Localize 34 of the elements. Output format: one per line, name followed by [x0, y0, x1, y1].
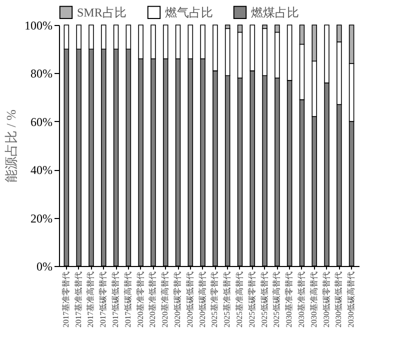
y-tick-label: 100% — [24, 18, 52, 32]
x-tick-label: 2020基准零替代 — [136, 272, 145, 328]
x-tick-label: 2025基准低替代 — [222, 272, 232, 328]
y-tick-label: 20% — [30, 211, 52, 226]
x-tick-label: 2025低碳低替代 — [260, 272, 269, 328]
x-tick-label: 2030基准高替代 — [309, 272, 318, 328]
x-tick-label: 2017低碳高替代 — [123, 272, 132, 328]
x-tick-label: 2020低碳低替代 — [185, 272, 194, 328]
y-tick-label: 40% — [30, 163, 52, 178]
x-tick-label: 2025基准高替代 — [234, 272, 244, 328]
legend-label: 燃煤占比 — [251, 5, 299, 20]
x-tick-label: 2017基准低替代 — [74, 272, 83, 328]
y-tick-label: 0% — [36, 260, 52, 274]
x-tick-label: 2030基准零替代 — [284, 272, 294, 328]
x-tick-label: 2025低碳零替代 — [247, 272, 256, 328]
y-axis-title: 能源占比 / % — [4, 109, 19, 182]
x-tick-label: 2025低碳高替代 — [272, 272, 282, 328]
legend-label: SMR占比 — [77, 5, 126, 20]
x-tick-label: 2030低碳高替代 — [346, 272, 356, 328]
x-tick-label: 2030低碳低替代 — [334, 272, 344, 328]
x-tick-label: 2030基准低替代 — [296, 272, 306, 328]
y-tick-label: 80% — [30, 66, 52, 81]
legend-label: 燃气占比 — [165, 5, 213, 20]
x-tick-label: 2020低碳高替代 — [198, 272, 207, 328]
x-tick-label: 2020基准低替代 — [148, 272, 158, 328]
x-tick-label: 2020低碳零替代 — [173, 272, 182, 328]
y-tick-label: 60% — [30, 114, 52, 129]
x-tick-label: 2017基准零替代 — [61, 272, 70, 328]
x-tick-label: 2020基准高替代 — [160, 272, 170, 328]
x-tick-label: 2017低碳低替代 — [111, 272, 120, 328]
x-tick-label: 2030低碳零替代 — [322, 272, 331, 328]
x-tick-label: 2017基准高替代 — [86, 272, 96, 328]
x-tick-label: 2025基准零替代 — [210, 272, 220, 328]
x-tick-label: 2017低碳零替代 — [98, 272, 108, 328]
